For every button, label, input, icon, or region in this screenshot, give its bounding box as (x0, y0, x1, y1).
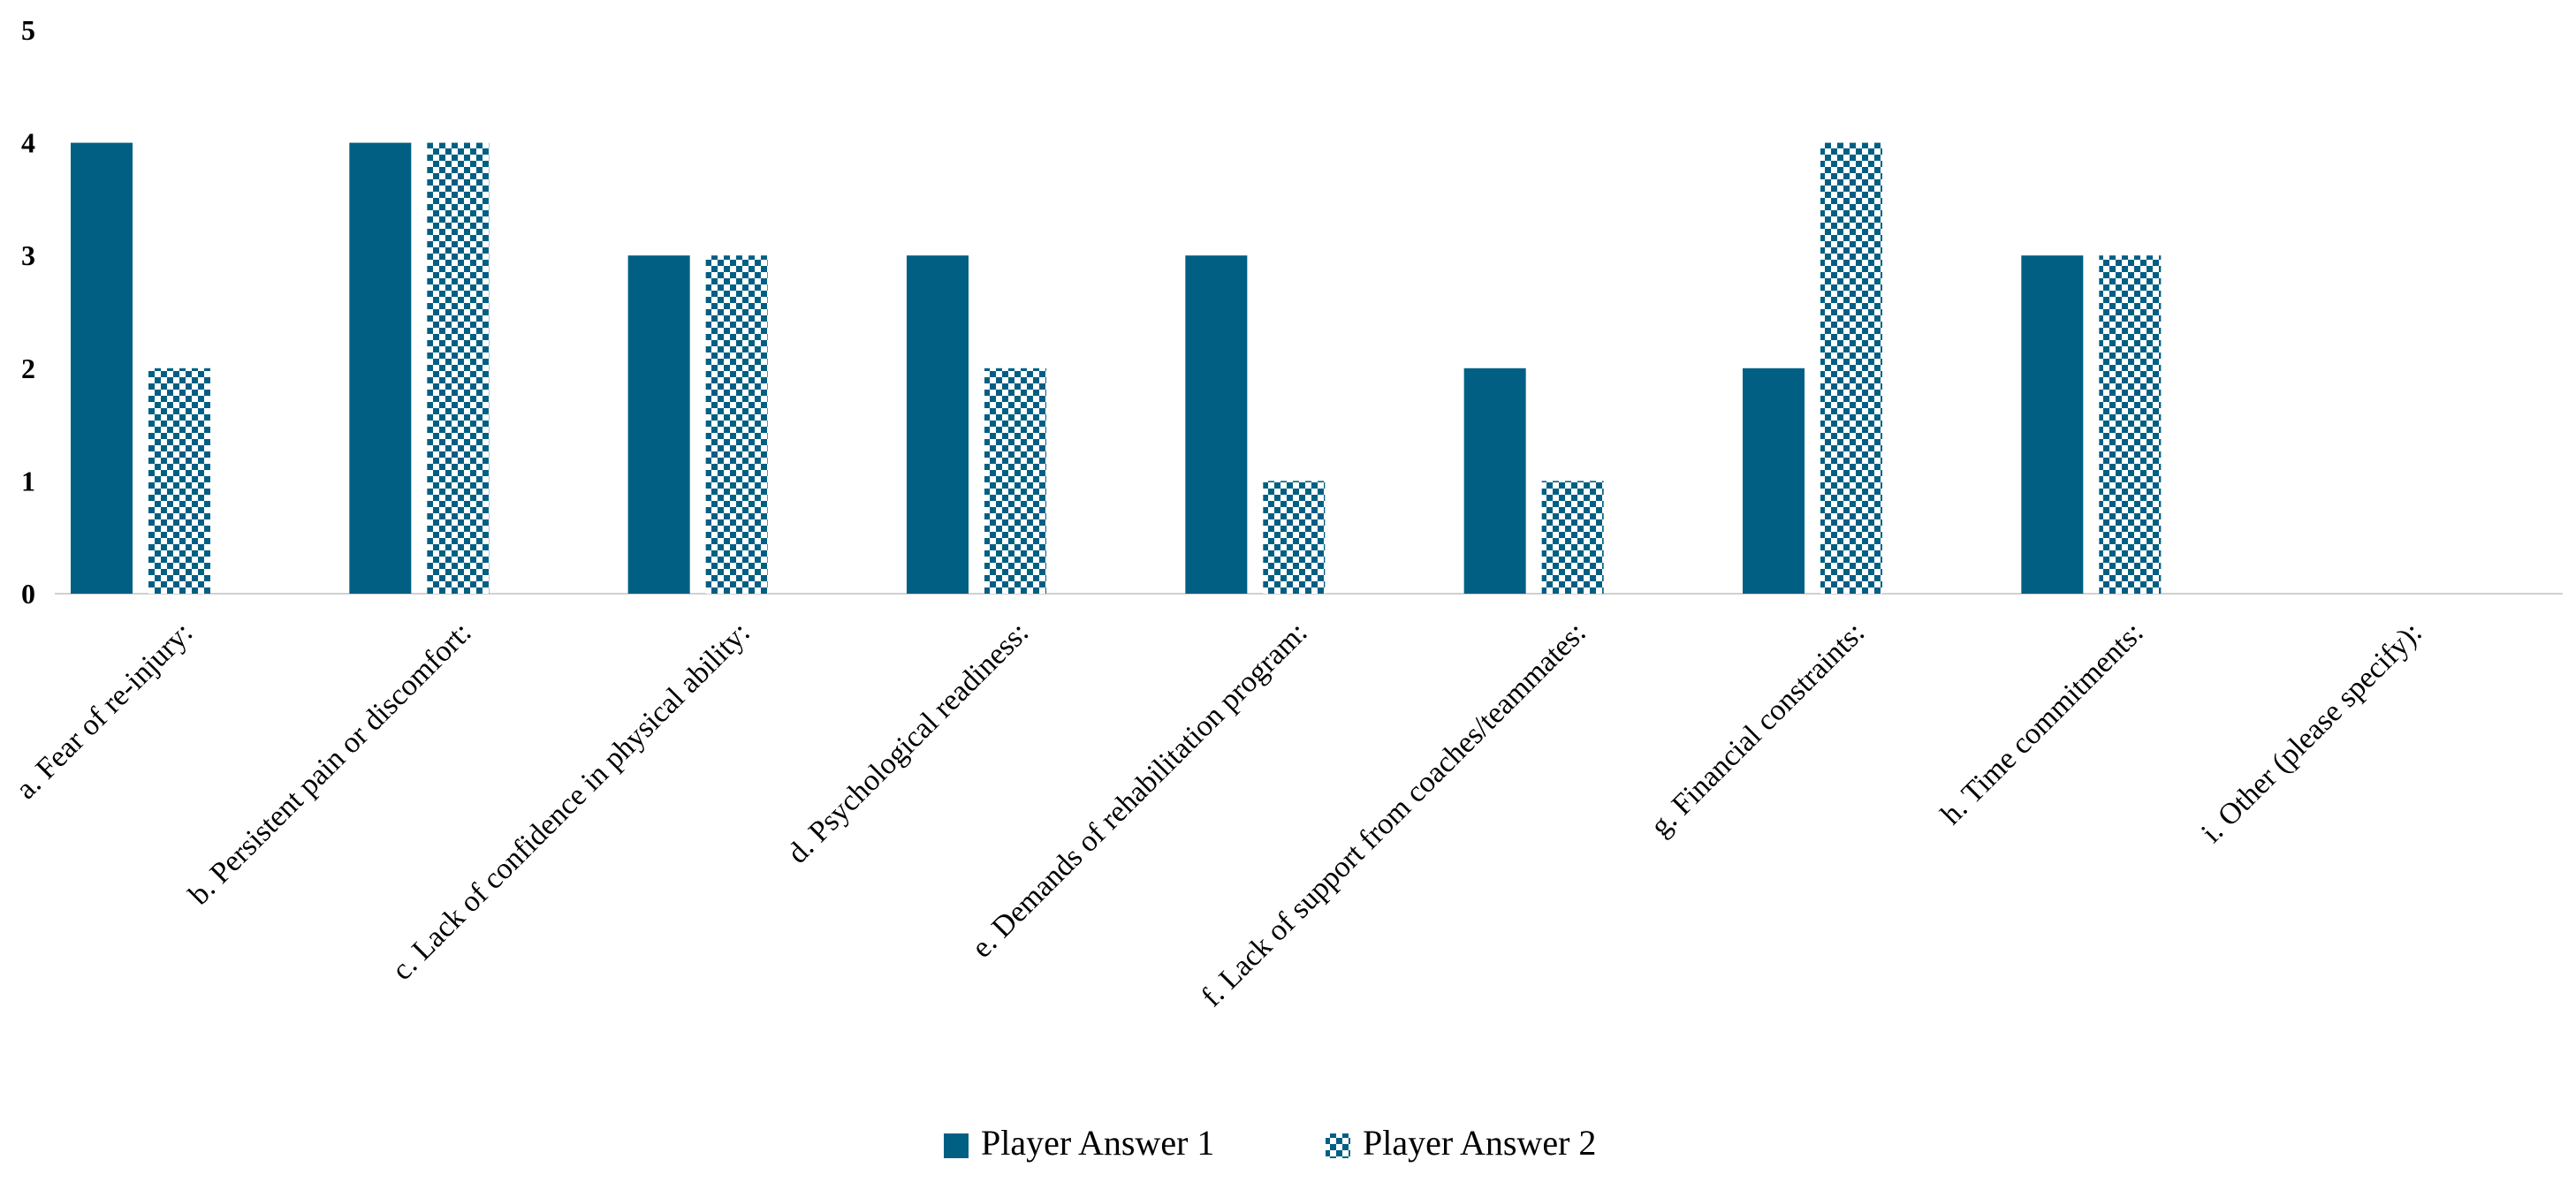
x-tick-label: e. Demands of rehabilitation program: (966, 616, 1314, 964)
y-tick-label: 5 (21, 14, 35, 46)
bar-series-2 (984, 368, 1046, 594)
y-tick-label: 2 (21, 352, 35, 384)
x-tick-label: h. Time commitments: (1934, 616, 2149, 830)
y-tick-label: 0 (21, 578, 35, 610)
category-labels: a. Fear of re-injury:b. Persistent pain … (10, 616, 2428, 1012)
y-tick-label: 1 (21, 465, 35, 496)
x-tick-label: g. Financial constraints: (1645, 616, 1872, 843)
bar-series-2 (2099, 255, 2162, 594)
x-tick-label: i. Other (please specify): (2195, 616, 2428, 849)
x-tick-label: d. Psychological readiness: (781, 616, 1035, 869)
bar-series-1 (1743, 368, 1805, 594)
bar-series-1 (907, 255, 969, 594)
y-tick-label: 3 (21, 239, 35, 271)
legend-label-series-2: Player Answer 2 (1363, 1123, 1596, 1163)
bar-series-1 (1463, 368, 1526, 594)
bar-series-2 (705, 255, 768, 594)
bar-series-2 (1263, 481, 1326, 594)
legend-label-series-1: Player Answer 1 (981, 1123, 1214, 1163)
bar-series-1 (349, 142, 412, 594)
bars (71, 142, 2162, 594)
legend: Player Answer 1 Player Answer 2 (944, 1123, 1596, 1163)
legend-swatch-series-1 (944, 1133, 969, 1158)
bar-series-1 (1185, 255, 1248, 594)
bar-series-2 (427, 142, 490, 594)
bar-series-1 (71, 142, 133, 594)
bar-series-2 (148, 368, 210, 594)
x-tick-label: a. Fear of re-injury: (10, 616, 199, 805)
bar-series-1 (627, 255, 690, 594)
x-tick-label: b. Persistent pain or discomfort: (183, 616, 478, 911)
bar-series-2 (1820, 142, 1882, 594)
y-tick-label: 4 (21, 127, 35, 159)
bar-series-1 (2021, 255, 2084, 594)
bar-series-2 (1541, 481, 1604, 594)
legend-swatch-series-2 (1326, 1133, 1350, 1158)
